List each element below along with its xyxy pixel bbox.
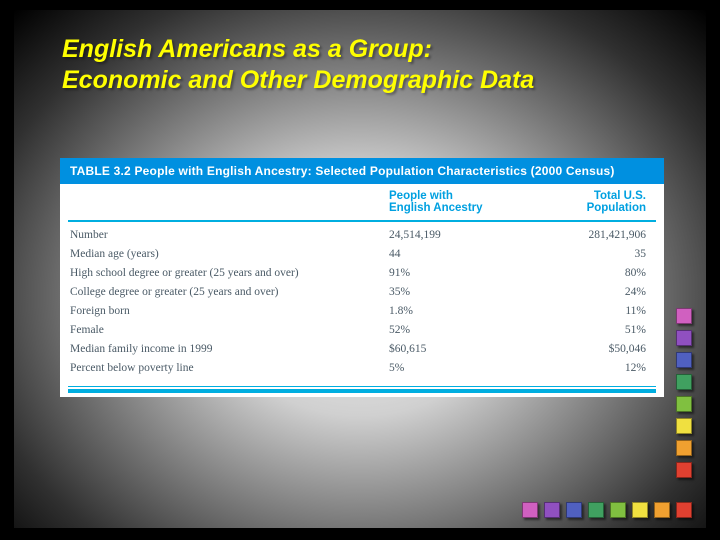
deco-square [676, 308, 692, 324]
deco-square [588, 502, 604, 518]
deco-square [676, 440, 692, 456]
row-label: Median age (years) [70, 245, 389, 264]
row-label: Foreign born [70, 302, 389, 321]
row-value-1: 24,514,199 [389, 226, 539, 245]
deco-square [632, 502, 648, 518]
deco-square [544, 502, 560, 518]
col-spacer [70, 190, 389, 214]
data-table: TABLE 3.2 People with English Ancestry: … [60, 158, 664, 397]
deco-square [654, 502, 670, 518]
deco-square [522, 502, 538, 518]
row-label: High school degree or greater (25 years … [70, 264, 389, 283]
deco-square [676, 330, 692, 346]
row-value-1: 1.8% [389, 302, 539, 321]
row-value-2: 12% [539, 359, 654, 378]
col-header-1: People with English Ancestry [389, 190, 539, 214]
deco-square [610, 502, 626, 518]
bottom-rule [68, 389, 656, 393]
row-label: Median family income in 1999 [70, 340, 389, 359]
row-value-1: 52% [389, 321, 539, 340]
row-value-2: 11% [539, 302, 654, 321]
deco-square [676, 374, 692, 390]
deco-square [676, 418, 692, 434]
table-caption: TABLE 3.2 People with English Ancestry: … [60, 158, 664, 184]
table-row: Number24,514,199281,421,906 [70, 226, 654, 245]
deco-vertical-strip [676, 308, 692, 478]
title-line-2: Economic and Other Demographic Data [62, 66, 534, 94]
row-value-1: $60,615 [389, 340, 539, 359]
column-headers: People with English Ancestry Total U.S. … [60, 184, 664, 220]
row-value-2: 35 [539, 245, 654, 264]
row-value-2: 24% [539, 283, 654, 302]
row-value-2: $50,046 [539, 340, 654, 359]
table-row: Foreign born1.8%11% [70, 302, 654, 321]
deco-square [676, 352, 692, 368]
table-row: Percent below poverty line5%12% [70, 359, 654, 378]
deco-square [566, 502, 582, 518]
row-value-1: 35% [389, 283, 539, 302]
row-value-1: 44 [389, 245, 539, 264]
deco-square [676, 396, 692, 412]
table-row: College degree or greater (25 years and … [70, 283, 654, 302]
deco-horizontal-strip [522, 502, 692, 518]
row-label: College degree or greater (25 years and … [70, 283, 389, 302]
bottom-rule-thin [68, 386, 656, 387]
row-value-1: 5% [389, 359, 539, 378]
title-line-1: English Americans as a Group: [62, 35, 432, 63]
row-value-1: 91% [389, 264, 539, 283]
col-header-2: Total U.S. Population [539, 190, 654, 214]
table-row: Median family income in 1999$60,615$50,0… [70, 340, 654, 359]
slide: English Americans as a Group: Economic a… [14, 10, 706, 528]
row-label: Number [70, 226, 389, 245]
row-label: Female [70, 321, 389, 340]
deco-square [676, 502, 692, 518]
table-row: Median age (years)4435 [70, 245, 654, 264]
slide-title: English Americans as a Group: Economic a… [62, 34, 534, 95]
table-row: Female52%51% [70, 321, 654, 340]
row-label: Percent below poverty line [70, 359, 389, 378]
row-value-2: 80% [539, 264, 654, 283]
table-body: Number24,514,199281,421,906Median age (y… [60, 222, 664, 384]
deco-square [676, 462, 692, 478]
table-row: High school degree or greater (25 years … [70, 264, 654, 283]
row-value-2: 51% [539, 321, 654, 340]
row-value-2: 281,421,906 [539, 226, 654, 245]
